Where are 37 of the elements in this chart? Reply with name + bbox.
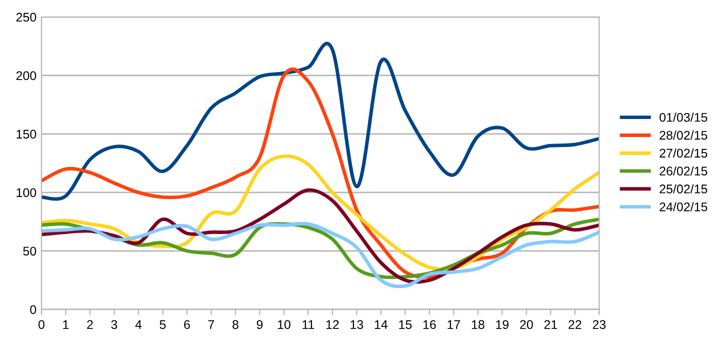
line-series (41, 222, 600, 288)
x-tick-label: 21 (544, 320, 558, 329)
x-tick-label: 11 (302, 320, 314, 329)
x-tick-label: 14 (374, 320, 388, 329)
x-tick-label: 3 (111, 320, 118, 329)
x-tick-label: 1 (63, 320, 69, 329)
y-tick-label: 50 (23, 246, 36, 256)
x-tick-label: 22 (568, 320, 582, 329)
x-tick-label: 5 (160, 320, 166, 329)
x-tick-label: 19 (496, 320, 509, 329)
y-tick-label: 200 (16, 71, 36, 80)
x-tick-label: 0 (38, 320, 44, 329)
x-tick-label: 20 (520, 320, 533, 329)
legend-label: 24/02/15 (660, 202, 708, 212)
x-tick-label: 4 (135, 320, 142, 329)
y-tick-label: 250 (16, 12, 36, 22)
x-tick-label: 8 (232, 320, 238, 329)
x-tick-label: 9 (256, 320, 263, 329)
legend-label: 26/02/15 (660, 166, 708, 176)
legend-label: 27/02/15 (660, 148, 708, 158)
x-tick-label: 23 (592, 320, 606, 329)
x-tick-label: 12 (326, 320, 339, 329)
legend-label: 28/02/15 (660, 130, 708, 140)
legend-label: 01/03/15 (660, 112, 708, 122)
x-tick-label: 18 (472, 320, 484, 329)
x-tick-label: 15 (399, 320, 412, 329)
y-tick-label: 150 (16, 130, 36, 139)
x-tick-label: 13 (350, 320, 364, 329)
legend-label: 25/02/15 (660, 184, 708, 194)
x-tick-label: 16 (423, 320, 436, 329)
y-tick-label: 0 (30, 305, 36, 314)
x-tick-label: 17 (448, 320, 460, 329)
x-tick-label: 2 (87, 320, 93, 329)
y-tick-label: 100 (16, 188, 36, 198)
x-tick-label: 7 (208, 320, 214, 329)
x-tick-label: 10 (278, 320, 290, 329)
x-tick-label: 6 (184, 320, 190, 329)
